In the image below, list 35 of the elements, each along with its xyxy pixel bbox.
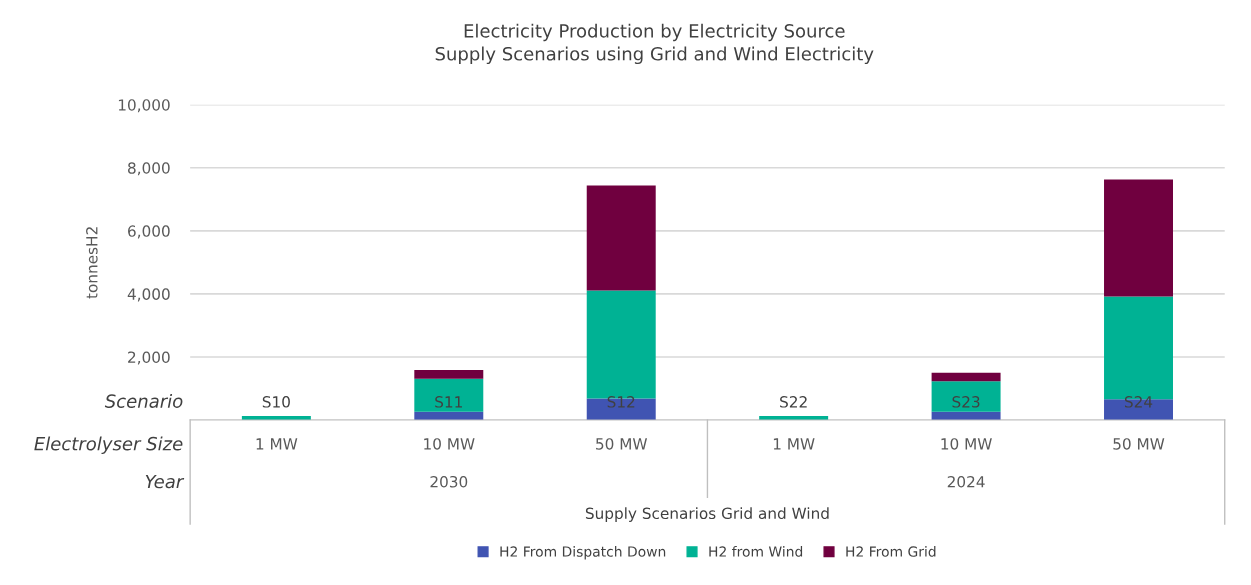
text: 1 MW (773, 438, 815, 450)
legend-label: H2 From Grid (846, 546, 936, 557)
bar (414, 369, 484, 379)
x-tick-label: S12 (607, 396, 635, 408)
text: 1 MW (256, 438, 298, 450)
bar (586, 185, 656, 291)
y-tick-label: 4,000 (127, 288, 170, 302)
y-tick-label: 8,000 (128, 162, 170, 176)
bar (931, 372, 1001, 382)
y-axis-title: tonnesH2 (86, 227, 98, 299)
x-tick-label: S23 (952, 396, 980, 408)
text: Scenario (104, 393, 183, 408)
text: 10 MW (941, 438, 992, 450)
text: 50 MW (1113, 438, 1165, 450)
x-tick-label: S24 (1124, 396, 1153, 408)
text: Electrolyser Size (34, 436, 183, 454)
legend-label: H2 from Wind (709, 546, 803, 557)
legend-label: H2 From Dispatch Down (500, 546, 666, 560)
text: Supply Scenarios Grid and Wind (585, 507, 829, 523)
bar (586, 398, 656, 421)
text: 10 MW (424, 438, 475, 450)
x-tick-label: S10 (262, 396, 290, 408)
bar (414, 378, 484, 412)
x-tick-label: S11 (435, 396, 462, 408)
text: Year (145, 474, 185, 489)
text: 2030 (430, 475, 468, 488)
text: 2024 (947, 475, 985, 488)
bar (1104, 179, 1173, 297)
y-tick-label: 6,000 (128, 225, 170, 239)
x-tick-label: S22 (780, 396, 807, 408)
y-tick-label: 10,000 (118, 99, 170, 113)
y-tick-label: 2,000 (128, 351, 170, 365)
text: 50 MW (596, 438, 648, 450)
bar (931, 381, 1001, 412)
chart-title: Electricity Production by Electricity Source Supply Scenarios using Grid and Wind Electricity (435, 23, 874, 65)
